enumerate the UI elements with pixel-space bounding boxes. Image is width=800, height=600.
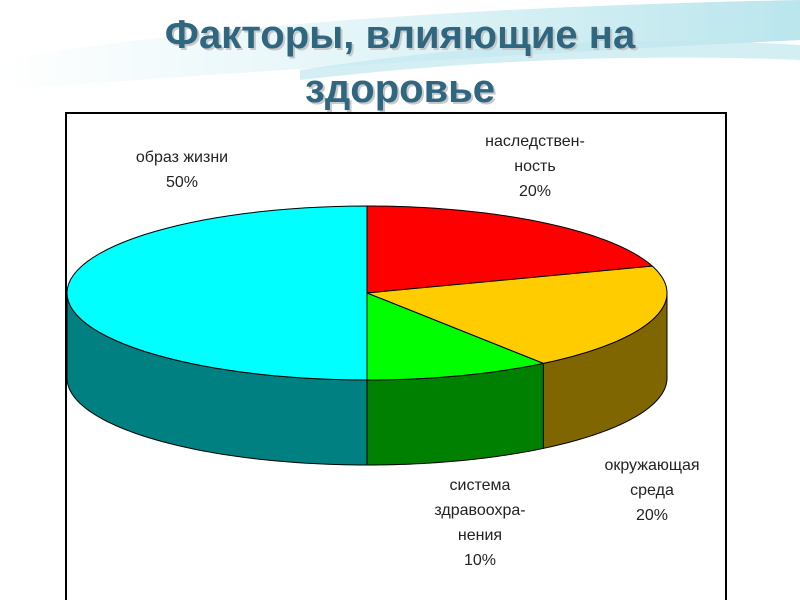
slice xyxy=(366,205,654,294)
chart-title: Факторы, влияющие на здоровье xyxy=(165,13,636,111)
slice-label: образ жизни xyxy=(136,149,228,166)
slice-label: окружающая среда xyxy=(604,457,699,499)
title-shadow: Факторы, влияющие на здоровье xyxy=(167,15,638,113)
value-label: 50% xyxy=(166,174,198,191)
slice xyxy=(366,265,668,364)
swoosh xyxy=(300,40,800,80)
value-label: 20% xyxy=(519,183,551,200)
slice xyxy=(366,292,546,381)
value-label: 10% xyxy=(464,552,496,569)
slice-label: система здравоохра-нения xyxy=(434,477,525,544)
plot: наследствен-ность 20% окружающая среда 20% си… xyxy=(66,133,700,569)
swoosh xyxy=(0,0,800,90)
slice-label: наследствен-ность xyxy=(485,133,585,175)
value-label: 20% xyxy=(636,507,668,524)
slice xyxy=(66,205,368,381)
